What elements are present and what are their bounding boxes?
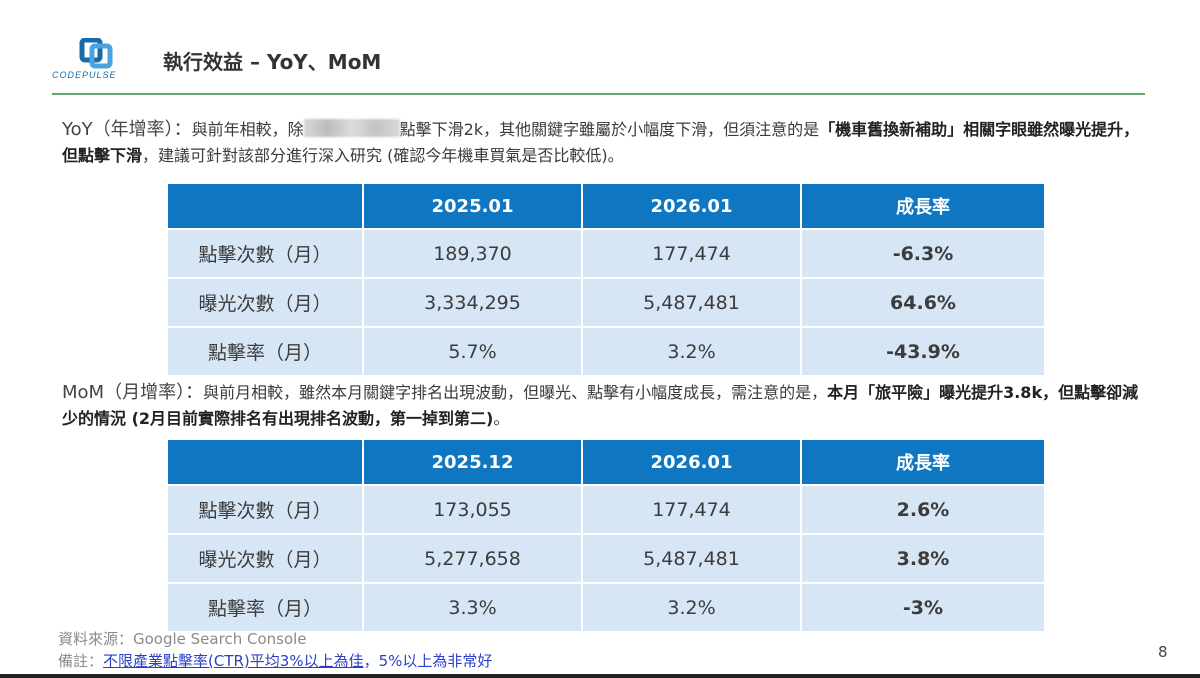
- growth-cell: 2.6%: [802, 486, 1046, 535]
- ctr-benchmark-link[interactable]: 不限產業點擊率(CTR)平均3%以上為佳: [103, 652, 364, 670]
- remark-label: 備註：: [58, 652, 104, 670]
- page-title: 執行效益 – YoY、MoM: [163, 50, 382, 74]
- value-cell: 189,370: [364, 230, 583, 279]
- page-number: 8: [1158, 643, 1168, 661]
- table-header-cell: [168, 184, 364, 230]
- logo-wordmark: CODEPULSE: [52, 70, 117, 80]
- table-header-cell: 2025.12: [364, 440, 583, 486]
- growth-cell: -6.3%: [802, 230, 1046, 279]
- mom-lead: MoM（月增率）：: [62, 382, 204, 403]
- yoy-highlight: 「機車舊換新補助」相關字眼雖然曝光提升，但點擊下滑: [62, 120, 1140, 165]
- table-header-cell: 2026.01: [583, 440, 802, 486]
- table-header-cell: 成長率: [802, 440, 1046, 486]
- table-row: 點擊率（月） 3.3% 3.2% -3%: [168, 584, 1046, 633]
- growth-cell: -43.9%: [802, 328, 1046, 377]
- row-label: 曝光次數（月）: [168, 279, 364, 328]
- growth-cell: -3%: [802, 584, 1046, 633]
- table-header-row: 2025.01 2026.01 成長率: [168, 184, 1046, 230]
- mom-text-c: 。: [493, 409, 510, 428]
- table-row: 點擊次數（月） 189,370 177,474 -6.3%: [168, 230, 1046, 279]
- table-row: 曝光次數（月） 3,334,295 5,487,481 64.6%: [168, 279, 1046, 328]
- table-row: 點擊率（月） 5.7% 3.2% -43.9%: [168, 328, 1046, 377]
- yoy-text-b: 點擊下滑2k，其他關鍵字雖屬於小幅度下滑，但須注意的是: [399, 120, 820, 139]
- value-cell: 3,334,295: [364, 279, 583, 328]
- row-label: 曝光次數（月）: [168, 535, 364, 584]
- value-cell: 3.3%: [364, 584, 583, 633]
- table-row: 曝光次數（月） 5,277,658 5,487,481 3.8%: [168, 535, 1046, 584]
- value-cell: 3.2%: [583, 584, 802, 633]
- table-header-cell: 成長率: [802, 184, 1046, 230]
- value-cell: 5,487,481: [583, 535, 802, 584]
- table-header-cell: [168, 440, 364, 486]
- redacted-keyword: [303, 119, 400, 137]
- table-header-cell: 2026.01: [583, 184, 802, 230]
- remark-note: 備註：不限產業點擊率(CTR)平均3%以上為佳，5%以上為非常好: [58, 650, 492, 671]
- yoy-table: 2025.01 2026.01 成長率 點擊次數（月） 189,370 177,…: [168, 184, 1046, 377]
- data-source-note: 資料來源：Google Search Console: [58, 630, 307, 648]
- table-header-row: 2025.12 2026.01 成長率: [168, 440, 1046, 486]
- growth-cell: 3.8%: [802, 535, 1046, 584]
- value-cell: 177,474: [583, 486, 802, 535]
- row-label: 點擊率（月）: [168, 328, 364, 377]
- table-row: 點擊次數（月） 173,055 177,474 2.6%: [168, 486, 1046, 535]
- yoy-description: YoY（年增率）：與前年相較，除 點擊下滑2k，其他關鍵字雖屬於小幅度下滑，但須注…: [62, 117, 1142, 169]
- mom-table: 2025.12 2026.01 成長率 點擊次數（月） 173,055 177,…: [168, 440, 1046, 633]
- value-cell: 5,487,481: [583, 279, 802, 328]
- yoy-text-c: ，建議可針對該部分進行深入研究 (確認今年機車買氣是否比較低)。: [142, 146, 624, 165]
- remark-rest: ，5%以上為非常好: [363, 652, 493, 670]
- growth-cell: 64.6%: [802, 279, 1046, 328]
- bottom-bar: [0, 674, 1200, 678]
- value-cell: 3.2%: [583, 328, 802, 377]
- value-cell: 5,277,658: [364, 535, 583, 584]
- mom-text-a: 與前月相較，雖然本月關鍵字排名出現波動，但曝光、點擊有小幅度成長，需注意的是，: [203, 383, 828, 402]
- codepulse-logo-icon: [79, 38, 113, 69]
- mom-highlight: 本月「旅平險」曝光提升3.8k，但點擊卻減少的情況 (2月目前實際排名有出現排名…: [62, 383, 1139, 428]
- yoy-text-a: 與前年相較，除: [191, 120, 304, 139]
- row-label: 點擊次數（月）: [168, 230, 364, 279]
- mom-description: MoM（月增率）：與前月相較，雖然本月關鍵字排名出現波動，但曝光、點擊有小幅度成…: [62, 380, 1142, 432]
- table-header-cell: 2025.01: [364, 184, 583, 230]
- title-divider: [52, 93, 1145, 95]
- row-label: 點擊次數（月）: [168, 486, 364, 535]
- value-cell: 173,055: [364, 486, 583, 535]
- value-cell: 5.7%: [364, 328, 583, 377]
- row-label: 點擊率（月）: [168, 584, 364, 633]
- value-cell: 177,474: [583, 230, 802, 279]
- yoy-lead: YoY（年增率）：: [62, 119, 192, 140]
